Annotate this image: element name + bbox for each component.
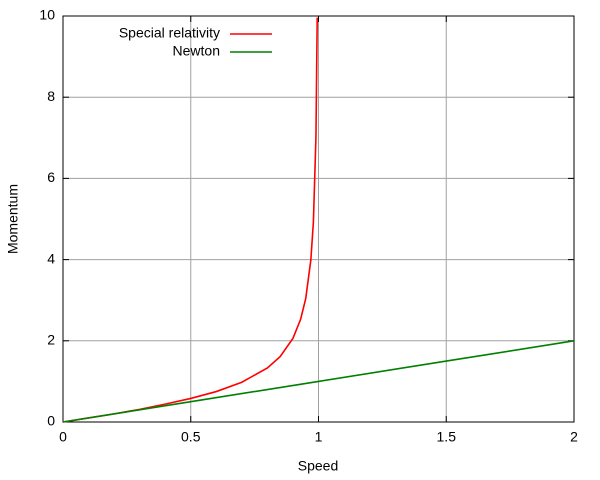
x-tick-label: 1.5: [437, 429, 457, 445]
y-tick-label: 10: [39, 7, 55, 23]
plot-frame: [62, 15, 575, 423]
y-tick-label: 8: [47, 88, 55, 104]
y-tick-label: 0: [47, 413, 55, 429]
y-tick-label: 6: [47, 169, 55, 185]
x-tick-label: 0.5: [181, 429, 201, 445]
x-tick-label: 2: [570, 429, 578, 445]
y-axis-label: Momentum: [5, 184, 21, 254]
data-line: [62, 340, 575, 423]
legend-label: Special relativity: [119, 25, 220, 41]
x-axis-label: Speed: [298, 458, 338, 474]
y-tick-label: 4: [47, 250, 55, 266]
data-line: [62, 17, 319, 423]
x-tick-label: 1: [315, 429, 323, 445]
y-tick-label: 2: [47, 332, 55, 348]
legend-label: Newton: [173, 43, 220, 59]
x-tick-label: 0: [59, 429, 67, 445]
